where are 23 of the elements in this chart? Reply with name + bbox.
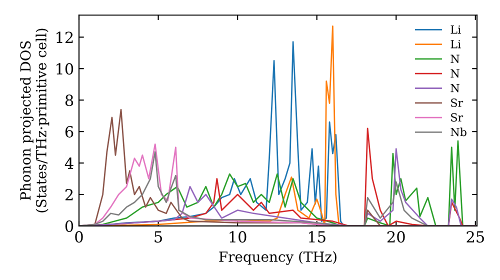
x-tick-label: 5: [154, 231, 162, 243]
y-tick-label: 2: [65, 188, 73, 200]
x-axis-title: Frequency (THz): [219, 251, 336, 265]
x-tick-label: 10: [230, 231, 246, 243]
y-tick-label: 0: [65, 220, 74, 232]
x-tick-label: 15: [308, 231, 326, 243]
legend-label: N: [450, 69, 460, 78]
legend-label: Li: [450, 25, 461, 34]
x-tick-label: 20: [387, 231, 405, 243]
y-tick-label: 8: [65, 94, 74, 106]
legend-label: N: [450, 54, 460, 64]
legend-label: N: [450, 84, 460, 92]
legend-label: Sr: [451, 113, 464, 122]
y-axis-title: Phonon projected DOS (States/THz·primitive cell): [20, 28, 50, 212]
y-tick-label: 4: [64, 157, 74, 169]
legend-label: Li: [450, 40, 461, 48]
y-tick-label: 10: [56, 63, 74, 75]
legend-label: Sr: [451, 98, 464, 107]
x-tick-label: 25: [466, 231, 484, 243]
y-tick-label: 6: [65, 126, 74, 138]
y-tick-label: 12: [56, 32, 73, 43]
x-tick-label: 0: [75, 231, 83, 243]
legend-label: Nb: [450, 128, 466, 136]
